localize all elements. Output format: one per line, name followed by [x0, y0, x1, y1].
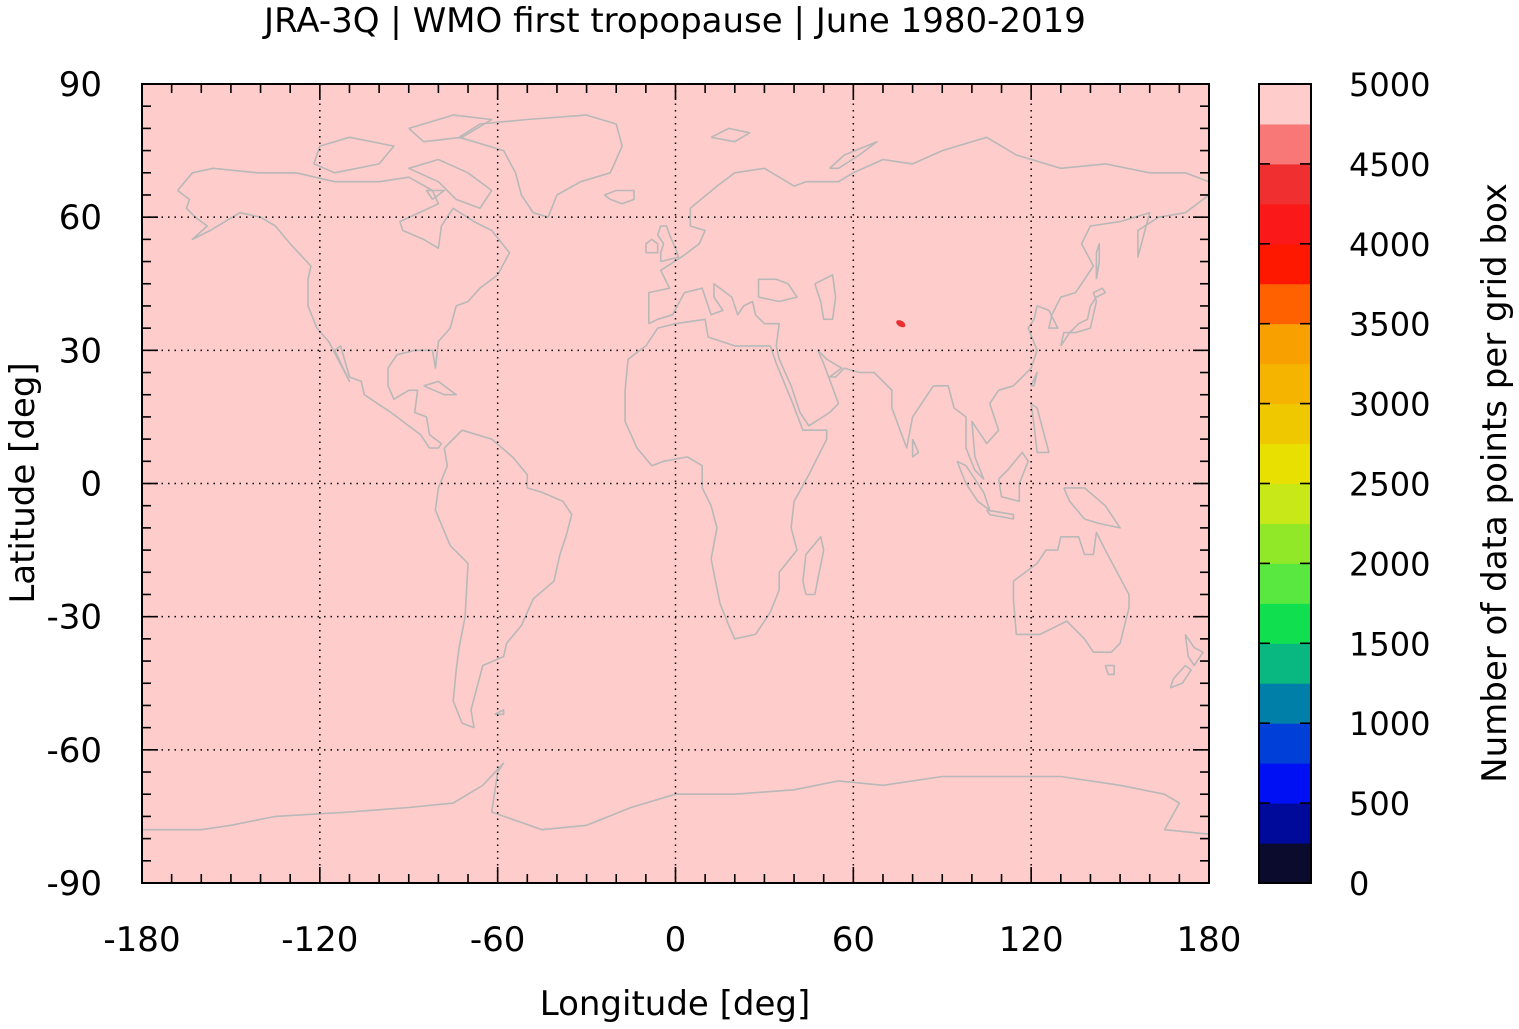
- colorbar-cell: [1259, 763, 1311, 804]
- coastline-iceland: [603, 189, 635, 205]
- colorbar-tick-label: 500: [1349, 785, 1410, 823]
- colorbar-tick-label: 0: [1349, 865, 1369, 903]
- colorbar-cell: [1259, 843, 1311, 884]
- coastline-south-america: [434, 429, 573, 729]
- coastline-madagascar: [802, 535, 825, 596]
- y-tick-label: 0: [80, 465, 102, 505]
- minor-ticks: [142, 84, 1209, 883]
- x-tick-labels: -180 -120 -60 0 60 120 180: [103, 920, 1241, 960]
- coastline-philippines: [1030, 402, 1050, 454]
- y-tick-label: -90: [46, 864, 102, 904]
- x-tick-label: 180: [1177, 920, 1242, 960]
- coastline-sri-lanka: [911, 438, 920, 458]
- coastline-novaya-zemlya: [829, 140, 878, 170]
- colorbar: 0 500 1000 1500 2000 2500 3000 3500 4000 4500 5000: [1258, 66, 1430, 903]
- colorbar-cell: [1259, 203, 1311, 245]
- plot-frame: [141, 83, 1210, 884]
- x-tick-label: -180: [103, 920, 180, 960]
- data-anomalies: [896, 320, 906, 328]
- chart-title: JRA-3Q | WMO first tropopause | June 198…: [262, 1, 1086, 41]
- coastline-borneo: [997, 451, 1029, 503]
- colorbar-cell: [1259, 563, 1311, 604]
- colorbar-cell: [1259, 723, 1311, 764]
- coastline-eurasia: [647, 136, 1210, 480]
- colorbar-tick-label: 3000: [1349, 386, 1430, 424]
- coastline-sakhalin: [1095, 243, 1101, 280]
- colorbar-frame: [1258, 83, 1312, 884]
- y-axis-label: Latitude [deg]: [3, 362, 43, 603]
- colorbar-tick-labels: 0 500 1000 1500 2000 2500 3000 3500 4000 4500 5000: [1349, 66, 1430, 903]
- coastline-hudson-bay-islands: [425, 189, 446, 201]
- anomaly-cell-0: [896, 320, 906, 328]
- colorbar-tick-label: 4500: [1349, 146, 1430, 184]
- colorbar-cell: [1259, 803, 1311, 844]
- colorbar-cell: [1259, 443, 1311, 484]
- coastline-cuba: [423, 380, 458, 396]
- colorbar-cells: [1259, 84, 1311, 884]
- coastline-japan: [1060, 287, 1107, 347]
- coastline-svalbard: [710, 127, 751, 143]
- colorbar-cell: [1259, 243, 1311, 285]
- coastline-new-zealand-south: [1169, 664, 1192, 689]
- colorbar-ticks: [1259, 163, 1311, 804]
- colorbar-tick-label: 1500: [1349, 625, 1430, 663]
- coastlines: [142, 114, 1210, 835]
- coastline-taiwan: [1030, 371, 1038, 387]
- colorbar-cell: [1259, 483, 1311, 524]
- x-tick-label: 120: [999, 920, 1064, 960]
- colorbar-cell: [1259, 603, 1311, 644]
- coastline-ellesmere-island: [408, 114, 493, 143]
- coastline-new-guinea: [1063, 487, 1121, 529]
- colorbar-tick-label: 1000: [1349, 705, 1430, 743]
- coastline-antarctica: [142, 762, 1210, 835]
- coastline-tasmania: [1104, 664, 1115, 676]
- coastline-caspian-sea: [814, 274, 837, 321]
- x-tick-label: 60: [832, 920, 875, 960]
- colorbar-tick-label: 2000: [1349, 545, 1430, 583]
- coastline-north-america: [176, 167, 511, 449]
- gridlines: [142, 84, 1209, 883]
- colorbar-tick-label: 5000: [1349, 66, 1430, 104]
- y-tick-label: 90: [59, 65, 102, 105]
- y-tick-label: -30: [46, 598, 102, 638]
- colorbar-tick-label: 2500: [1349, 466, 1430, 504]
- x-tick-label: -60: [470, 920, 526, 960]
- map-plot-area: [141, 83, 1210, 884]
- coastline-australia: [1012, 531, 1130, 654]
- coastline-new-zealand-north: [1184, 633, 1204, 667]
- coastline-baffin-island: [407, 158, 493, 210]
- colorbar-cell: [1259, 523, 1311, 564]
- colorbar-tick-label: 3500: [1349, 306, 1430, 344]
- coastline-africa: [624, 318, 828, 640]
- colorbar-cell: [1259, 323, 1311, 365]
- coastline-black-sea: [757, 278, 798, 303]
- colorbar-tick-label: 4000: [1349, 226, 1430, 264]
- x-tick-label: 0: [665, 920, 687, 960]
- colorbar-cell: [1259, 283, 1311, 325]
- colorbar-cell: [1259, 363, 1311, 405]
- y-tick-labels: 90 60 30 0 -30 -60 -90: [46, 65, 102, 904]
- colorbar-label: Number of data points per grid box: [1475, 183, 1515, 783]
- coastline-arctic-archipelago: [313, 136, 395, 174]
- colorbar-cell: [1259, 683, 1311, 724]
- colorbar-cell: [1259, 123, 1311, 165]
- coastline-java: [986, 509, 1015, 520]
- coastline-great-britain: [656, 225, 680, 263]
- coastline-ireland: [645, 238, 659, 254]
- y-tick-label: 30: [59, 331, 102, 371]
- colorbar-cell: [1259, 84, 1311, 125]
- x-tick-label: -120: [281, 920, 358, 960]
- colorbar-cell: [1259, 643, 1311, 684]
- coastline-greenland: [458, 114, 624, 218]
- coastline-falklands: [494, 709, 505, 716]
- x-axis-label: Longitude [deg]: [540, 984, 811, 1024]
- colorbar-cell: [1259, 163, 1311, 205]
- colorbar-cell: [1259, 403, 1311, 445]
- y-tick-label: 60: [59, 198, 102, 238]
- y-tick-label: -60: [46, 731, 102, 771]
